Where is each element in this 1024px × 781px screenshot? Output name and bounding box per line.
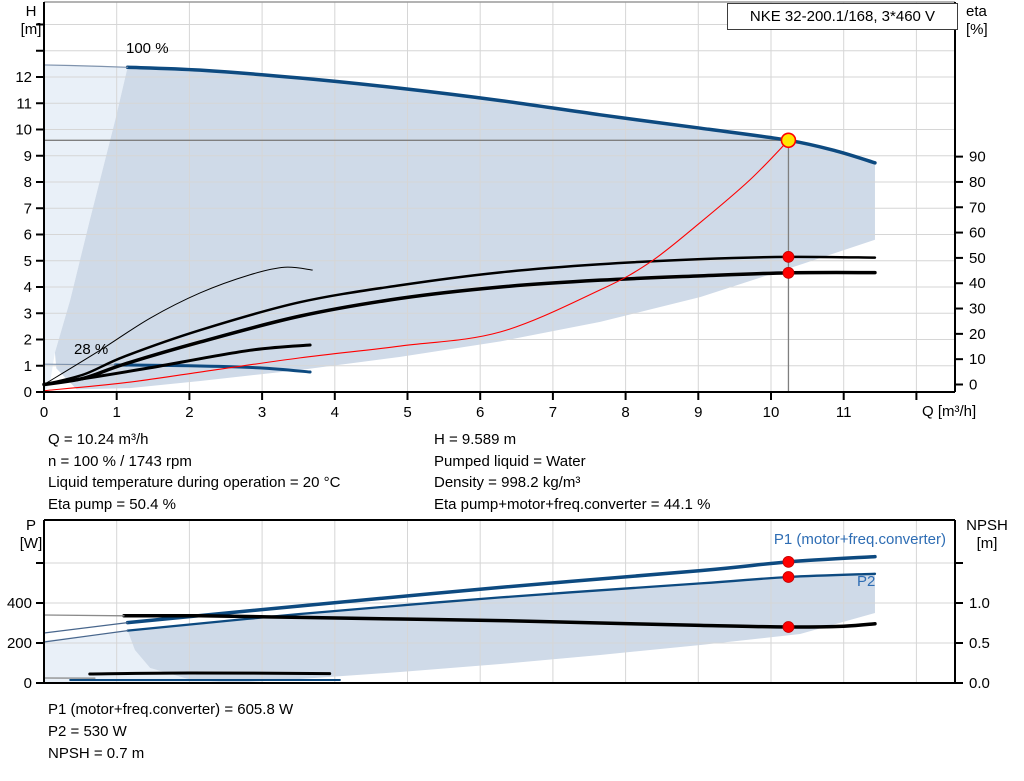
p1-point (782, 555, 795, 568)
operating-envelope-bottom (127, 573, 875, 683)
tick-label-x: 9 (694, 404, 702, 421)
q-axis-label: Q [m³/h] (922, 403, 977, 420)
speed-100-ext (43, 64, 129, 68)
operating-envelope-top (54, 67, 875, 390)
tick-label-x: 1 (113, 404, 121, 421)
tick-label-x: 11 (836, 404, 852, 421)
tick-label-right-top: 20 (969, 326, 986, 343)
npsh-ext (43, 614, 125, 617)
tick-label-x: 8 (621, 404, 629, 421)
pump-title: NKE 32-200.1/168, 3*460 V (727, 3, 958, 30)
tick-label-left-top: 12 (15, 69, 32, 86)
tick-label-left-top: 8 (24, 174, 32, 191)
power-npsh-results: P1 (motor+freq.converter) = 605.8 W P2 = … (48, 701, 294, 762)
tick-label-x: 7 (549, 404, 557, 421)
duty-info-left: Q = 10.24 m³/h n = 100 % / 1743 rpm Liquid… (48, 431, 341, 513)
tick-label-right-top: 70 (969, 199, 986, 216)
tick-label-left-top: 9 (24, 148, 32, 165)
duty-parabola (43, 139, 789, 392)
tick-label-x: 4 (331, 404, 339, 421)
tick-label-left-top: 5 (24, 253, 32, 270)
eta-total-reduced-speed-curve (42, 343, 312, 386)
p2-point (782, 571, 795, 583)
light-region-bottom (44, 630, 231, 683)
p1-curve-label: P1 (motor+freq.converter) (773, 531, 946, 548)
tick-label-right-top: 90 (969, 149, 986, 166)
tick-label-right-bottom: 0.5 (969, 635, 990, 652)
tick-label-left-top: 1 (24, 358, 32, 375)
tick-label-left-top: 6 (24, 227, 32, 244)
tick-label-right-top: 80 (969, 174, 986, 191)
eta-pump-motor-freq-curve (42, 270, 877, 387)
tick-label-x: 2 (185, 404, 193, 421)
light-region-top (44, 64, 128, 393)
eta-pump-point (782, 250, 795, 263)
p2-ext (43, 630, 129, 643)
tick-label-right-top: 50 (969, 250, 986, 267)
tick-label-right-top: 40 (969, 275, 986, 292)
duty-info-right: H = 9.589 m Pumped liquid = Water Density … (434, 431, 711, 513)
tick-label-left-bottom: 0 (24, 675, 32, 692)
speed-28-label: 28 % (74, 341, 109, 358)
speed-28-curve (113, 363, 312, 374)
tick-label-x: 5 (403, 404, 411, 421)
tick-label-left-top: 10 (15, 122, 32, 139)
tick-label-left-top: 11 (16, 95, 32, 112)
p1-ext (43, 622, 129, 634)
speed-100-label: 100 % (126, 40, 169, 57)
tick-label-left-top: 0 (24, 384, 32, 401)
tick-label-x: 6 (476, 404, 484, 421)
tick-label-left-top: 7 (24, 200, 32, 217)
tick-label-right-top: 30 (969, 301, 986, 318)
tick-label-x: 0 (40, 404, 48, 421)
h-axis-label: H [m] (20, 3, 42, 38)
npsh-point (782, 621, 795, 633)
tick-label-right-top: 0 (969, 377, 977, 394)
npsh-axis-label: NPSH [m] (966, 517, 1008, 552)
tick-label-left-bottom: 400 (7, 595, 32, 612)
eta-pump-reduced-speed-curve (43, 266, 313, 385)
tick-label-x: 10 (763, 404, 780, 421)
speed-100-curve (125, 65, 877, 165)
tick-label-right-bottom: 0.0 (969, 675, 990, 692)
tick-label-left-top: 2 (24, 332, 32, 349)
eta-pump-curve (42, 255, 877, 386)
tick-label-right-top: 60 (969, 225, 986, 242)
tick-label-right-top: 10 (969, 351, 986, 368)
tick-label-right-bottom: 1.0 (969, 595, 990, 612)
p2-curve-label: P2 (857, 573, 876, 590)
duty-point (780, 132, 797, 149)
tick-label-left-top: 3 (24, 305, 32, 322)
p-low-speed-black (88, 671, 332, 676)
tick-label-left-top: 4 (24, 279, 32, 296)
npsh-curve (122, 613, 877, 629)
tick-label-left-bottom: 200 (7, 635, 32, 652)
eta-total-point (782, 266, 795, 279)
eta-axis-label: eta [%] (966, 3, 988, 38)
tick-label-x: 3 (258, 404, 266, 421)
p-axis-label: P[m][W] (19, 517, 43, 552)
